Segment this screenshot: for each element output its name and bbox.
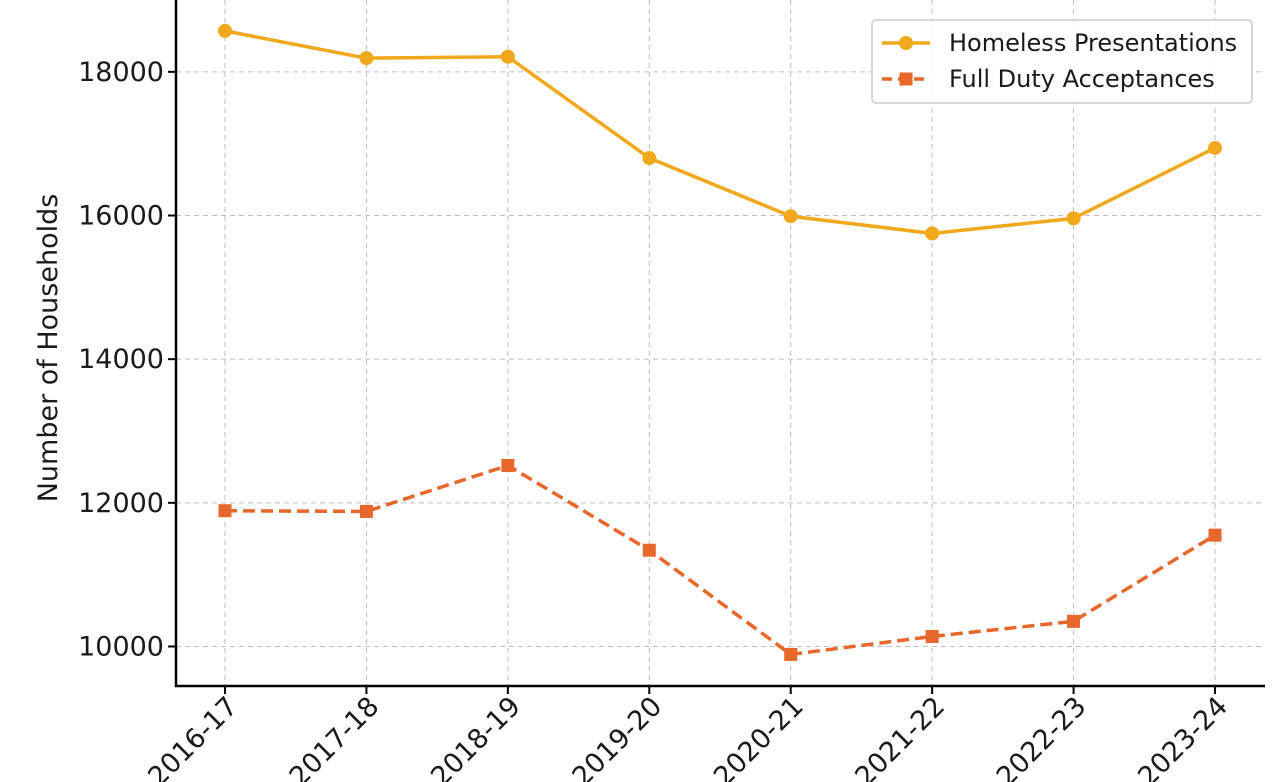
data-point [359, 51, 374, 66]
data-point [1208, 528, 1222, 542]
data-point [501, 458, 515, 472]
x-tick-label: 2018-19 [425, 691, 527, 782]
x-tick-label: 2016-17 [142, 691, 244, 782]
data-point [218, 23, 232, 38]
series-2 [218, 458, 1222, 661]
x-tick-label: 2023-24 [1132, 691, 1234, 782]
x-tick-label: 2017-18 [284, 691, 386, 782]
x-tick-label: 2020-21 [708, 691, 810, 782]
data-point [1067, 614, 1081, 628]
axes-layer: 10000 12000 14000 16000 18000 2016-17 2017-18 2… [78, 0, 1265, 782]
legend-label: Full Duty Acceptances [949, 65, 1215, 93]
series-line [224, 29, 1216, 236]
data-point [1066, 211, 1081, 226]
y-axis-title: Number of Households [33, 194, 64, 503]
data-point [925, 629, 939, 643]
data-point [784, 647, 798, 661]
data-point [925, 226, 940, 241]
legend-marker [899, 36, 913, 50]
x-tick-label: 2022-23 [991, 691, 1093, 782]
legend-label: Homeless Presentations [949, 29, 1237, 57]
data-point [783, 209, 798, 224]
series-1 [218, 23, 1223, 241]
y-tick-label: 12000 [78, 488, 164, 519]
data-point [1208, 140, 1223, 155]
data-point [218, 504, 232, 518]
y-tick-label: 18000 [78, 57, 164, 88]
data-point [642, 151, 657, 166]
data-point [642, 543, 656, 557]
x-tick-label: 2019-20 [567, 691, 669, 782]
series-layer [218, 23, 1223, 661]
y-tick-label: 14000 [78, 344, 164, 375]
legend: Homeless Presentations Full Duty Acceptan… [871, 19, 1253, 104]
legend-marker [899, 72, 913, 86]
y-tick-label: 10000 [78, 631, 164, 662]
grid-layer [176, 0, 1265, 686]
x-tick-label: 2021-22 [849, 691, 951, 782]
data-point [500, 49, 515, 64]
legend-box [871, 19, 1253, 104]
y-tick-label: 16000 [78, 200, 164, 231]
data-point [359, 504, 373, 518]
series-line [224, 463, 1216, 657]
